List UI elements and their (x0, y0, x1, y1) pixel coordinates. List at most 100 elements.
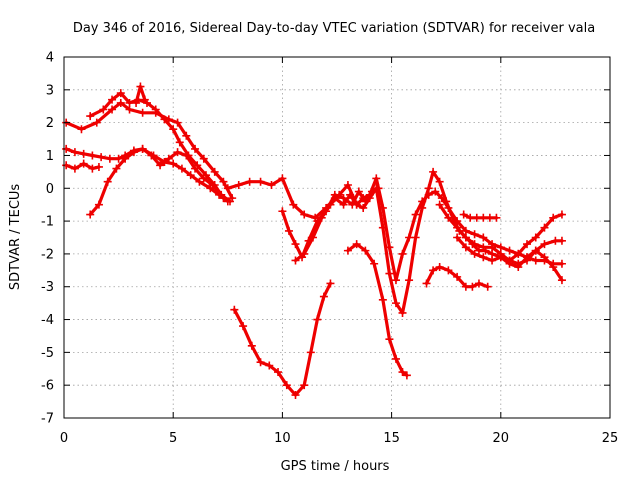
data-point (173, 148, 182, 157)
data-point (326, 200, 335, 209)
data-point (424, 184, 433, 193)
y-tick-label: 0 (46, 182, 54, 197)
y-tick-label: 2 (46, 116, 54, 131)
data-point (291, 240, 300, 249)
data-point (278, 207, 287, 216)
data-point (391, 276, 400, 285)
data-point (116, 89, 125, 98)
data-point (306, 348, 315, 357)
data-point (62, 144, 71, 153)
data-point (431, 187, 440, 196)
data-point (284, 226, 293, 235)
data-point (523, 240, 532, 249)
data-point (385, 269, 394, 278)
x-tick-label: 5 (169, 431, 177, 446)
y-tick-label: 1 (46, 149, 54, 164)
y-tick-label: -4 (41, 313, 54, 328)
data-point (282, 381, 291, 390)
data-point (453, 233, 462, 242)
data-point (156, 161, 165, 170)
y-tick-label: 4 (46, 51, 54, 66)
data-point (94, 162, 103, 171)
data-point (470, 249, 479, 258)
series-track-7 (223, 174, 566, 285)
plot-frame (63, 56, 611, 419)
data-point (265, 361, 274, 370)
series-track-11 (453, 233, 566, 285)
axis-ticks: 0 5 10 15 20 25 -7 -6 -5 -4 -3 -2 -1 0 1 2 3 4 (41, 51, 618, 447)
data-point (199, 154, 208, 163)
data-point (300, 249, 309, 258)
data-point (470, 240, 479, 249)
data-point (549, 263, 558, 272)
data-point (361, 246, 370, 255)
data-point (160, 115, 169, 124)
data-point (184, 151, 193, 160)
data-point (540, 253, 549, 262)
data-point (352, 200, 361, 209)
data-point (92, 118, 101, 127)
data-point (492, 213, 501, 222)
data-point (291, 391, 300, 400)
data-point (372, 184, 381, 193)
data-point (514, 263, 523, 272)
y-tick-label: -1 (41, 215, 54, 230)
data-point (352, 240, 361, 249)
data-point (108, 95, 117, 104)
data-point (461, 233, 470, 242)
series-track-9 (291, 167, 566, 317)
series-track-14 (343, 240, 411, 380)
data-point (326, 279, 335, 288)
data-point (319, 292, 328, 301)
x-tick-label: 10 (274, 431, 291, 446)
plot-area (62, 82, 566, 400)
data-point (186, 171, 195, 180)
data-point (444, 266, 453, 275)
data-point (70, 148, 79, 157)
data-point (177, 164, 186, 173)
data-point (121, 154, 130, 163)
data-point (505, 259, 514, 268)
data-point (398, 249, 407, 258)
data-point (132, 98, 141, 107)
data-point (116, 98, 125, 107)
data-point (339, 194, 348, 203)
data-point (372, 174, 381, 183)
series-line (88, 91, 225, 200)
data-point (461, 243, 470, 252)
data-point (195, 177, 204, 186)
data-point (223, 184, 232, 193)
data-point (289, 200, 298, 209)
series-track-3 (62, 159, 103, 173)
data-point (70, 164, 79, 173)
data-point (88, 164, 97, 173)
data-point (398, 308, 407, 317)
data-point (378, 295, 387, 304)
data-point (483, 282, 492, 291)
x-tick-label: 0 (60, 431, 68, 446)
data-point (514, 249, 523, 258)
x-axis-label: GPS time / hours (281, 459, 390, 474)
data-point (418, 203, 427, 212)
data-point (435, 177, 444, 186)
data-point (343, 246, 352, 255)
data-point (370, 259, 379, 268)
data-point (479, 233, 488, 242)
data-point (300, 210, 309, 219)
data-point (531, 246, 540, 255)
data-point (378, 223, 387, 232)
data-point (422, 279, 431, 288)
data-point (175, 138, 184, 147)
data-point (540, 240, 549, 249)
data-point (88, 151, 97, 160)
data-point (453, 223, 462, 232)
data-point (256, 177, 265, 186)
chart-title: Day 346 of 2016, Sidereal Day-to-day VTE… (73, 21, 595, 36)
data-point (405, 276, 414, 285)
data-point (225, 197, 234, 206)
data-point (151, 105, 160, 114)
data-point (402, 371, 411, 380)
data-point (385, 335, 394, 344)
data-point (442, 197, 451, 206)
